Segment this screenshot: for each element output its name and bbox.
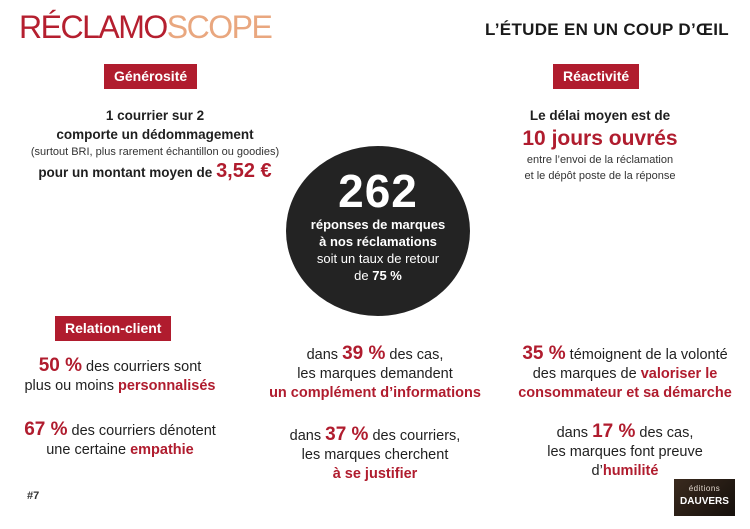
- label-reactivite: Réactivité: [553, 64, 640, 89]
- responses-circle: 262 réponses de marques à nos réclamatio…: [286, 146, 470, 316]
- relation-s1-bold: personnalisés: [117, 378, 216, 394]
- right-s1-text1: témoignent de la volonté: [565, 347, 728, 363]
- middle-s1-line2: les marques demandent: [297, 366, 453, 382]
- page-number: #7: [27, 490, 40, 502]
- middle-s2-suffix: des courriers,: [368, 428, 461, 444]
- reactivite-line3: et le dépôt poste de la réponse: [524, 170, 676, 182]
- generosite-line1: 1 courrier sur 2: [105, 108, 205, 123]
- relation-s2-text2: une certaine: [46, 442, 131, 458]
- publisher-main: DAUVERS: [680, 496, 729, 507]
- middle-s2-bold: à se justifier: [332, 466, 418, 482]
- circle-line4: de 75 %: [286, 267, 470, 284]
- publisher-logo: éditions DAUVERS: [674, 479, 735, 516]
- logo-part-1: RÉCLAMO: [19, 9, 168, 45]
- middle-s2-line2: les marques cherchent: [301, 447, 449, 463]
- relation-s1-pct: 50 %: [38, 355, 83, 376]
- generosite-block: 1 courrier sur 2 comporte un dédommageme…: [0, 106, 310, 182]
- right-s2-line3-prefix: d’: [591, 463, 603, 479]
- middle-stat-1: dans 39 % des cas, les marques demandent…: [245, 344, 505, 403]
- relation-s1-text2: plus ou moins: [24, 378, 118, 394]
- relation-s2-bold: empathie: [130, 442, 194, 458]
- logo-part-2: SCOPE: [166, 9, 273, 45]
- publisher-small: éditions: [688, 484, 721, 493]
- middle-s2-pct: 37 %: [325, 424, 369, 445]
- right-s2-bold: humilité: [602, 463, 659, 479]
- circle-line3: soit un taux de retour: [316, 251, 440, 266]
- relation-s2-pct: 67 %: [24, 419, 68, 440]
- return-rate: 75 %: [372, 268, 402, 283]
- header-tagline: L’ÉTUDE EN UN COUP D’ŒIL: [485, 20, 729, 39]
- label-relation-client: Relation-client: [55, 316, 172, 341]
- reactivite-block: Le délai moyen est de 10 jours ouvrés en…: [450, 106, 750, 184]
- generosite-line3-prefix: pour un montant moyen de: [38, 165, 217, 180]
- brand-logo: RÉCLAMOSCOPE: [19, 8, 273, 46]
- circle-line1: réponses de marques: [310, 217, 446, 232]
- right-stat-2: dans 17 % des cas, les marques font preu…: [500, 422, 750, 481]
- relation-stat-2: 67 % des courriers dénotent une certaine…: [0, 420, 240, 460]
- right-stat-1: 35 % témoignent de la volonté des marque…: [500, 344, 750, 403]
- middle-stat-2: dans 37 % des courriers, les marques che…: [245, 425, 505, 484]
- responses-number: 262: [338, 165, 418, 217]
- right-s1-text2: des marques de: [532, 366, 641, 382]
- right-s1-pct: 35 %: [522, 343, 566, 364]
- right-s2-line2: les marques font preuve: [547, 444, 703, 460]
- reactivite-line2: entre l’envoi de la réclamation: [526, 154, 674, 166]
- middle-s1-prefix: dans: [306, 347, 343, 363]
- right-s1-bold2: consommateur et sa démarche: [518, 385, 732, 401]
- generosite-line3: pour un montant moyen de 3,52 €: [0, 160, 310, 182]
- generosite-line2: comporte un dédommagement: [56, 127, 254, 142]
- middle-s2-prefix: dans: [289, 428, 326, 444]
- right-s2-pct: 17 %: [592, 421, 636, 442]
- generosite-note: (surtout BRI, plus rarement échantillon …: [30, 146, 280, 158]
- right-s1-bold1: valoriser le: [640, 366, 718, 382]
- right-s2-suffix: des cas,: [635, 425, 694, 441]
- circle-line2: à nos réclamations: [319, 234, 437, 249]
- relation-stat-1: 50 % des courriers sont plus ou moins pe…: [0, 356, 240, 396]
- generosite-amount: 3,52 €: [216, 160, 272, 182]
- right-s2-prefix: dans: [556, 425, 593, 441]
- relation-s2-text1: des courriers dénotent: [67, 423, 216, 439]
- reactivite-line1: Le délai moyen est de: [529, 108, 671, 123]
- middle-s1-bold: un complément d’informations: [269, 385, 481, 401]
- circle-line4-prefix: de: [354, 268, 373, 283]
- middle-s1-pct: 39 %: [342, 343, 386, 364]
- relation-s1-text1: des courriers sont: [82, 359, 202, 375]
- label-generosite: Générosité: [104, 64, 198, 89]
- middle-s1-suffix: des cas,: [385, 347, 444, 363]
- reactivite-highlight: 10 jours ouvrés: [522, 127, 678, 150]
